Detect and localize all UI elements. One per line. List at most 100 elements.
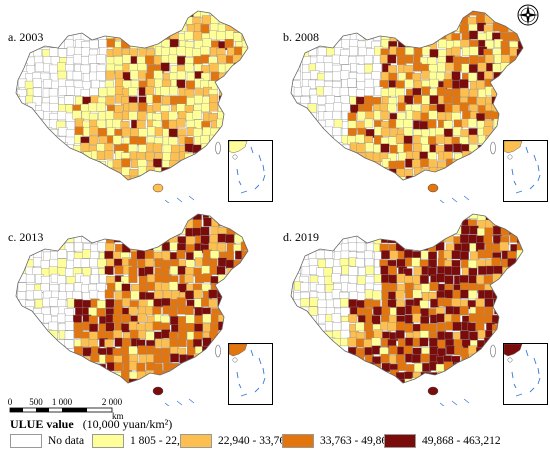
region-cell: [17, 291, 27, 301]
region-cell: [451, 250, 461, 260]
sea-boundary-line: [451, 197, 458, 203]
region-cell: [366, 214, 376, 221]
region-cell: [25, 337, 35, 347]
region-cell: [113, 167, 123, 177]
region-cell: [500, 322, 510, 332]
region-cell: [325, 369, 335, 379]
region-cell: [396, 11, 406, 16]
region-cell: [507, 22, 517, 32]
region-cell: [380, 88, 390, 98]
region-cell: [121, 338, 131, 347]
region-cell: [104, 339, 114, 349]
region-cell: [57, 249, 67, 259]
south-china-sea-inset: [228, 343, 273, 405]
region-cell: [26, 371, 35, 381]
region-cell: [185, 176, 195, 180]
region-cell: [64, 377, 74, 383]
region-cell: [355, 14, 365, 24]
region-cell: [316, 166, 326, 176]
legend: No data 1 805 - 22,940 22,940 - 33,763 3…: [10, 433, 550, 449]
region-cell: [292, 314, 302, 323]
region-cell: [476, 363, 486, 373]
region-cell: [357, 24, 367, 34]
region-cell: [169, 241, 179, 251]
region-cell: [210, 71, 220, 81]
region-cell: [41, 23, 51, 33]
region-cell: [232, 80, 242, 90]
region-cell: [82, 168, 92, 178]
region-cell: [363, 17, 373, 27]
region-cell: [131, 32, 141, 42]
region-cell: [444, 218, 454, 228]
region-cell: [81, 378, 91, 383]
region-cell: [405, 47, 414, 56]
region-cell: [33, 355, 43, 365]
region-cell: [73, 11, 83, 16]
region-cell: [515, 282, 523, 292]
region-cell: [411, 353, 421, 363]
region-cell: [427, 24, 437, 34]
region-cell: [501, 128, 511, 138]
legend-swatch: [180, 434, 212, 448]
region-cell: [66, 174, 76, 180]
region-cell: [234, 11, 244, 18]
region-cell: [209, 94, 219, 104]
scale-unit: km: [112, 411, 124, 421]
region-cell: [105, 25, 115, 35]
region-cell: [484, 166, 494, 176]
region-cell: [42, 152, 52, 162]
region-cell: [17, 244, 27, 254]
region-cell: [169, 265, 179, 275]
region-cell: [232, 329, 242, 339]
region-cell: [176, 70, 186, 80]
region-cell: [33, 290, 43, 300]
region-cell: [16, 111, 19, 121]
region-cell: [436, 214, 446, 222]
region-cell: [24, 214, 34, 222]
region-cell: [309, 11, 319, 16]
region-cell: [184, 305, 194, 315]
legend-title-text: ULUE value: [10, 417, 74, 431]
region-cell: [160, 22, 170, 32]
region-cell: [170, 353, 180, 363]
region-cell: [49, 161, 59, 171]
region-cell: [161, 225, 171, 235]
region-cell: [144, 249, 154, 259]
region-cell: [308, 354, 318, 364]
region-cell: [66, 369, 76, 379]
region-cell: [202, 15, 212, 25]
region-cell: [356, 64, 366, 74]
region-cell: [412, 313, 422, 323]
region-cell: [516, 103, 523, 113]
region-cell: [510, 330, 520, 340]
region-cell: [89, 16, 99, 26]
region-cell: [468, 72, 478, 82]
region-cell: [397, 23, 407, 32]
region-cell: [176, 369, 186, 379]
region-cell: [160, 86, 170, 96]
region-cell: [485, 214, 495, 221]
region-cell: [129, 11, 139, 16]
region-cell: [217, 214, 227, 220]
region-cell: [122, 235, 132, 244]
region-cell: [411, 32, 421, 42]
region-cell: [316, 377, 326, 383]
region-cell: [41, 347, 51, 356]
region-cell: [372, 214, 382, 219]
region-cell: [18, 134, 28, 144]
region-cell: [16, 17, 18, 27]
panel-label: a. 2003: [8, 30, 44, 44]
region-cell: [129, 217, 139, 227]
region-cell: [468, 64, 478, 74]
region-cell: [509, 297, 519, 307]
region-cell: [243, 218, 248, 228]
region-cell: [508, 11, 518, 18]
region-cell: [194, 323, 204, 333]
region-cell: [194, 167, 204, 177]
region-cell: [308, 150, 318, 160]
region-cell: [334, 227, 343, 237]
region-cell: [194, 94, 204, 104]
region-cell: [74, 152, 84, 162]
region-cell: [429, 32, 439, 42]
region-cell: [515, 78, 523, 88]
